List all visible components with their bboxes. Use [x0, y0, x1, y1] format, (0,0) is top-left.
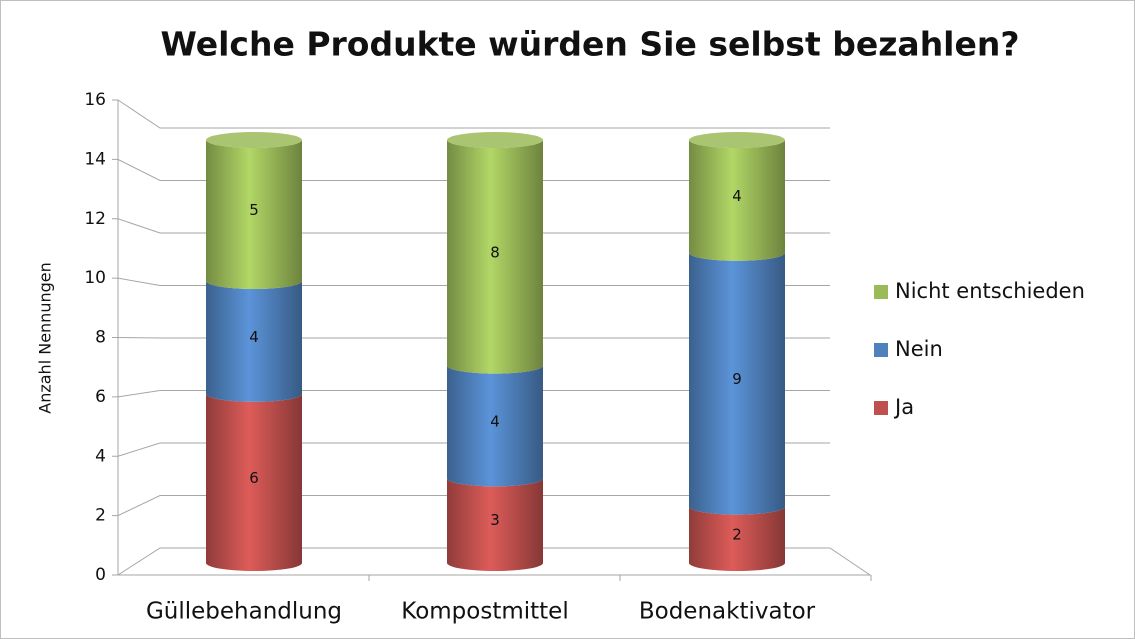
data-label: 4	[732, 187, 742, 205]
legend-swatch	[874, 401, 888, 415]
bar-segment	[689, 140, 785, 261]
bar-segment	[206, 281, 302, 402]
bar-segment	[689, 252, 785, 515]
y-tick-label: 16	[84, 90, 106, 110]
legend-label: Nein	[895, 337, 943, 361]
bar-top	[447, 132, 543, 148]
x-tick-label: Güllebehandlung	[146, 599, 342, 625]
y-tick-label: 4	[95, 446, 106, 466]
y-axis-label: Anzahl Nennungen	[36, 262, 55, 413]
bar-segment	[689, 506, 785, 571]
legend-label: Nicht entschieden	[895, 279, 1085, 303]
legend-swatch	[874, 343, 888, 357]
y-tick-label: 8	[95, 328, 106, 348]
bar-segment	[206, 393, 302, 571]
data-label: 3	[490, 511, 500, 529]
y-tick-label: 10	[84, 268, 106, 288]
y-tick-label: 12	[84, 209, 106, 229]
bar-segment	[447, 140, 543, 374]
x-tick-label: Kompostmittel	[401, 599, 568, 625]
data-label: 8	[490, 243, 500, 261]
y-tick-label: 0	[95, 565, 106, 585]
legend-label: Ja	[893, 395, 914, 419]
data-label: 4	[490, 413, 500, 431]
data-label: 6	[249, 469, 259, 487]
y-tick-label: 6	[95, 387, 106, 407]
y-tick-label: 2	[95, 506, 106, 526]
bar-segment	[447, 365, 543, 487]
bar-segment	[447, 478, 543, 571]
chart-title: Welche Produkte würden Sie selbst bezahl…	[160, 25, 1019, 64]
bar-top	[206, 132, 302, 148]
y-tick-label: 14	[84, 149, 106, 169]
data-label: 5	[249, 201, 259, 219]
data-label: 9	[732, 370, 742, 388]
bar-top	[689, 132, 785, 148]
data-label: 4	[249, 328, 259, 346]
data-label: 2	[732, 525, 742, 543]
grid-line	[112, 99, 830, 129]
x-tick-label: Bodenaktivator	[639, 599, 816, 625]
bar-segment	[206, 140, 302, 289]
legend-swatch	[874, 285, 888, 299]
